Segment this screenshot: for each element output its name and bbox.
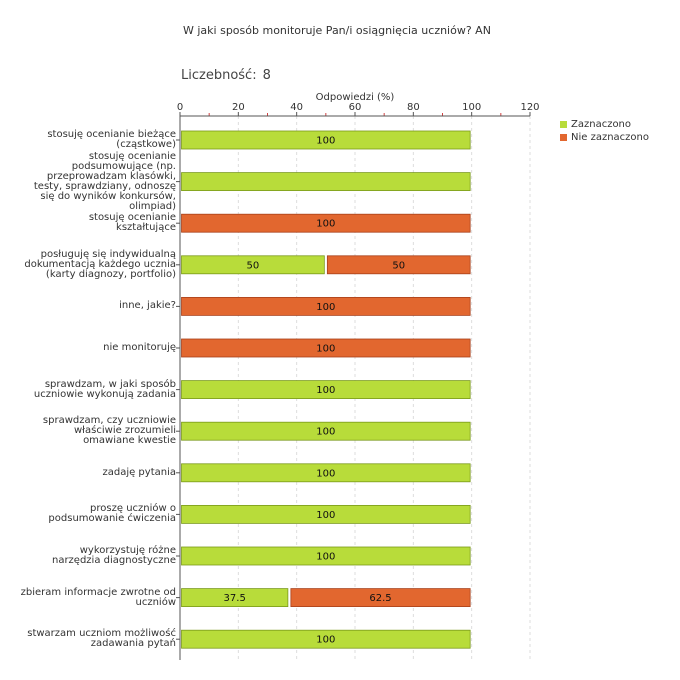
sample-count-label: Liczebność: [181,68,257,83]
bar-value-label: 100 [316,468,335,479]
x-tick-label: 60 [349,102,362,113]
bar-selected [181,463,471,483]
bar-selected [181,421,471,441]
bar-selected [181,629,471,649]
x-tick-label: 40 [290,102,303,113]
legend-item-selected: Zaznaczono [560,118,649,131]
sample-count-value: 8 [262,68,271,83]
category-label: stwarzam uczniom możliwość zadawania pyt… [27,628,176,650]
legend-label-not-selected: Nie zaznaczono [571,132,650,143]
category-label: wykorzystuję różne narzędzia diagnostycz… [51,545,176,566]
bar-not-selected [290,588,471,607]
bar-not-selected [326,255,471,275]
chart-title: W jaki sposób monitoruje Pan/i osiągnięc… [183,24,491,37]
bar-value-label: 100 [316,219,335,230]
bar-value-label: 100 [316,552,335,563]
x-tick-label: 20 [232,102,245,113]
category-label: stosuję ocenianie bieżące (cząstkowe) [47,129,176,150]
legend-label-selected: Zaznaczono [571,119,632,130]
category-label: sprawdzam, czy uczniowie właściwie zrozu… [42,415,176,447]
category-label: zbieram informacje zwrotne od uczniów [20,586,176,608]
bar-value-label: 50 [247,260,260,271]
bar-value-label: 100 [316,136,335,147]
bar-value-label: 37.5 [224,593,246,604]
category-label: nie monitoruję [103,342,176,353]
bar-selected [181,255,325,275]
bar-value-label: 62.5 [369,593,391,604]
category-label: zadaję pytania [102,466,176,478]
category-label: proszę uczniów o podsumowanie ćwiczenia [48,503,176,525]
bar-value-label: 100 [316,510,335,521]
bar-not-selected [181,338,471,358]
sample-count: Liczebność: 8 [181,68,271,83]
category-label: inne, jakie? [119,300,176,312]
bar-value-label: 100 [316,385,335,396]
legend: Zaznaczono Nie zaznaczono [560,118,649,144]
legend-swatch-selected [560,121,567,128]
category-label: stosuję ocenianie podsumowujące (np. prz… [33,150,176,212]
bar-value-label: 50 [392,260,405,271]
category-label: posługuję się indywidualną dokumentacją … [24,248,176,280]
x-tick-label: 80 [407,102,420,113]
legend-item-not-selected: Nie zaznaczono [560,131,649,144]
legend-swatch-not-selected [560,134,567,141]
bar-selected [181,380,471,400]
x-axis-title: Odpowiedzi (%) [315,92,395,103]
category-label: sprawdzam, w jaki sposób uczniowie wykon… [33,378,176,400]
bar-not-selected [181,213,471,233]
bar-selected [181,546,471,566]
bar-value-label: 100 [316,635,335,646]
x-tick-label: 100 [462,102,481,113]
bar-selected [181,588,289,607]
bar-not-selected [181,296,471,316]
bar-value-label: 100 [316,427,335,438]
bar-selected [181,172,471,192]
bar-value-label: 100 [316,344,335,355]
category-label: stosuję ocenianie kształtujące [88,212,176,234]
x-tick-label: 120 [520,102,539,113]
bar-selected [181,504,471,524]
bar-selected [181,130,471,150]
bar-value-label: 100 [316,302,335,313]
x-tick-label: 0 [177,102,183,113]
